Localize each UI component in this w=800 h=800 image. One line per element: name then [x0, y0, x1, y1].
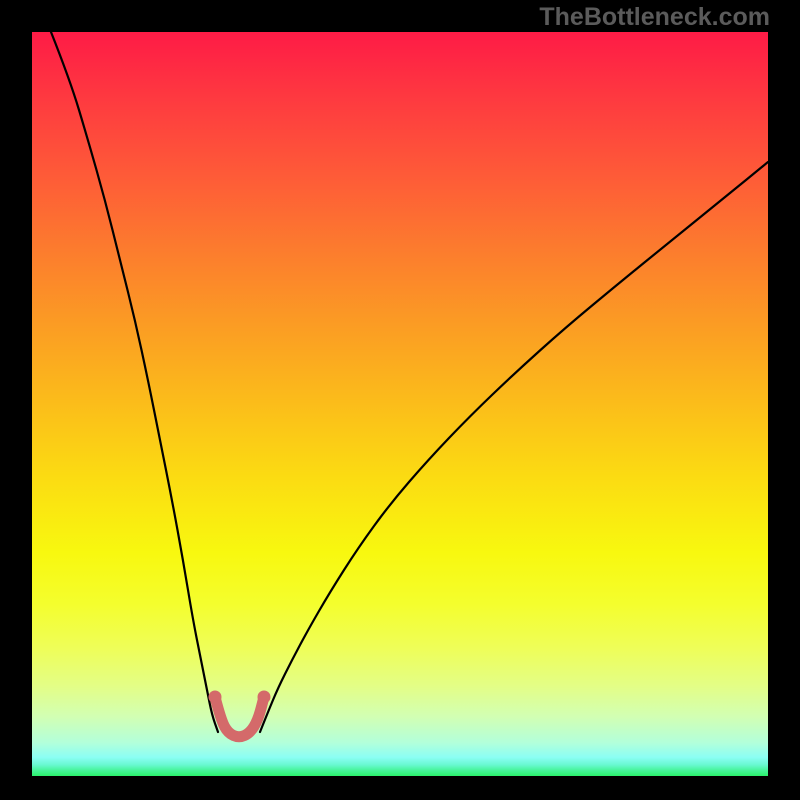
chart-frame: TheBottleneck.com — [0, 0, 800, 800]
watermark-label: TheBottleneck.com — [539, 3, 770, 32]
chart-background — [32, 32, 768, 776]
bottleneck-chart — [32, 32, 768, 776]
floor-curve-dot-right — [258, 691, 271, 704]
floor-curve-dot-left — [209, 691, 222, 704]
